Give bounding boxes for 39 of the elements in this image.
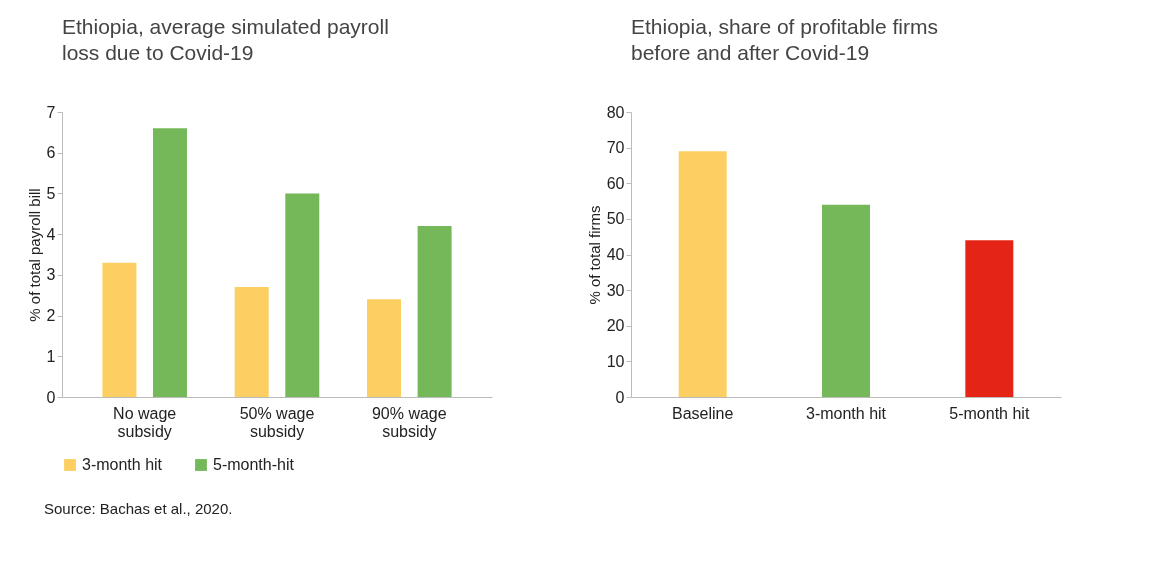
bar [285,193,320,397]
y-tick-label: 2 [46,307,56,325]
x-tick-label: 5-month hit [949,404,1030,422]
x-tick-label: No wage subsidy [113,404,177,440]
legend-label: 5-month-hit [213,456,295,473]
y-tick-label: 4 [46,225,56,243]
x-tick-label: 90% wage subsidy [371,404,447,440]
y-tick-label: 40 [606,246,625,263]
legend-label: 3-month hit [82,456,163,473]
x-tick-label: 3-month hit [805,404,887,422]
y-tick-label: 0 [615,388,625,406]
bar [822,204,870,397]
source-note: Source: Bachas et al., 2020. [44,500,234,517]
y-tick-label: 80 [606,103,625,121]
bar [152,128,187,397]
y-tick-label: 7 [46,103,56,121]
x-tick-label: 50% wage subsidy [239,404,315,440]
y-tick-label: 50 [606,210,625,228]
bar [417,226,452,397]
bar [965,240,1014,397]
y-tick-label: 3 [46,266,56,284]
y-axis-title: % of total firms [585,205,603,305]
bar [102,262,137,397]
y-tick-label: 10 [606,352,625,370]
y-tick-label: 5 [46,184,56,202]
y-tick-label: 20 [606,317,625,335]
y-tick-label: 1 [46,347,56,365]
y-tick-label: 6 [46,144,56,162]
chart-title: Ethiopia, average simulated payroll loss due to Covid-19 [62,15,389,64]
bar [234,287,269,397]
y-axis-title: % of total payroll bill [25,188,43,322]
y-tick-label: 0 [46,388,56,406]
bar [367,299,402,397]
chart-title: Ethiopia, share of profitable firms before and after Covid-19 [631,15,938,64]
y-tick-label: 70 [606,139,625,157]
x-tick-label: Baseline [671,404,734,422]
y-tick-label: 30 [606,281,625,299]
y-tick-label: 60 [606,174,625,192]
bar [678,151,727,397]
